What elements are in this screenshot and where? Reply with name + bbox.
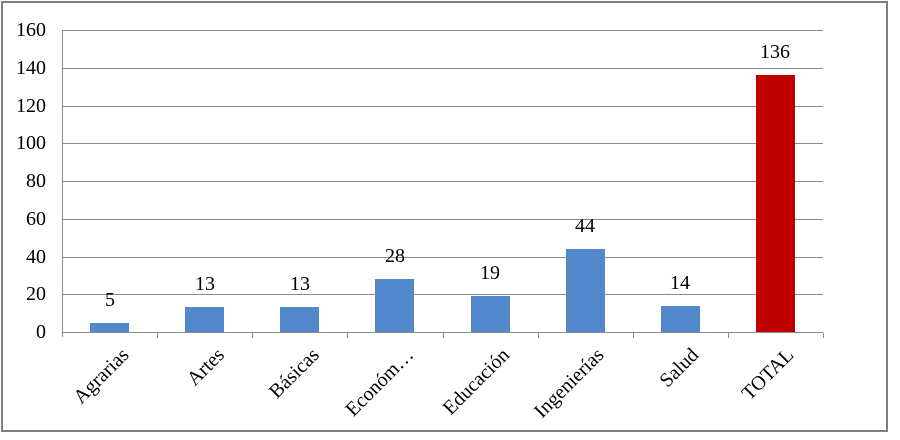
x-axis-line — [62, 332, 823, 333]
gridline-100 — [62, 143, 823, 145]
bar-basicas — [280, 307, 319, 332]
y-tick-label: 100 — [16, 132, 46, 155]
axis-tick — [347, 333, 348, 338]
bar-value-label-educacion: 19 — [480, 262, 500, 285]
gridline-40 — [62, 256, 823, 258]
bar-total — [756, 75, 795, 332]
y-tick-label: 160 — [16, 19, 46, 41]
axis-tick — [443, 333, 444, 338]
bar-artes — [185, 307, 224, 332]
bar-value-label-ingenierias: 44 — [575, 214, 595, 237]
chart-frame — [1, 1, 888, 432]
y-tick-label: 120 — [16, 94, 46, 117]
bar-ingenierias — [566, 248, 605, 332]
bar-value-label-econom: 28 — [385, 245, 405, 268]
gridline-140 — [62, 67, 823, 69]
bar-salud — [661, 305, 700, 332]
y-tick-label: 140 — [16, 56, 46, 79]
y-tick-label: 0 — [36, 321, 46, 343]
y-tick-label: 80 — [26, 170, 46, 192]
axis-tick — [252, 333, 253, 338]
gridline-20 — [62, 294, 823, 296]
y-tick-label: 40 — [26, 245, 46, 268]
axis-tick — [633, 333, 634, 338]
gridline-80 — [62, 181, 823, 182]
axis-tick — [157, 333, 158, 338]
bar-educacion — [471, 296, 510, 332]
gridline-60 — [62, 218, 823, 220]
bar-econom — [375, 279, 414, 332]
y-tick-label: 20 — [26, 283, 46, 306]
y-tick-label: 60 — [26, 207, 46, 230]
y-axis-line — [62, 30, 63, 337]
bar-value-label-salud: 14 — [670, 271, 690, 294]
bar-value-label-agrarias: 5 — [105, 288, 115, 311]
bar-value-label-total: 136 — [760, 41, 790, 64]
axis-tick — [728, 333, 729, 338]
bar-agrarias — [90, 322, 129, 332]
bar-value-label-artes: 13 — [195, 273, 215, 296]
gridline-120 — [62, 105, 823, 107]
gridline-160 — [62, 30, 823, 31]
axis-tick — [823, 333, 824, 338]
bar-value-label-basicas: 13 — [290, 273, 310, 296]
axis-tick — [538, 333, 539, 338]
